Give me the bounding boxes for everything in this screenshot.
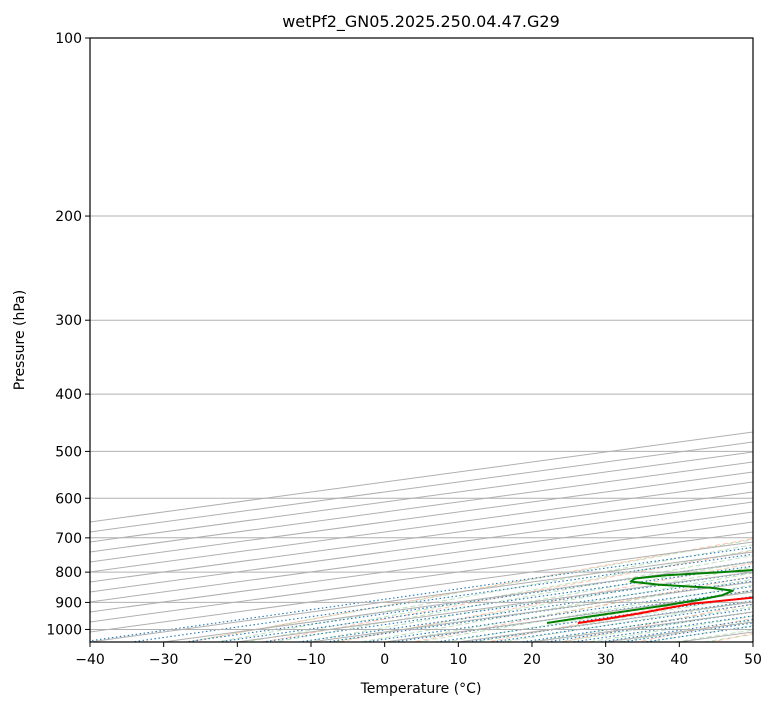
y-tick-label: 100 — [55, 31, 82, 47]
y-tick-label: 800 — [55, 565, 82, 581]
y-axis-label: Pressure (hPa) — [12, 290, 28, 390]
isotherm-gridline — [90, 511, 753, 603]
y-tick-label: 700 — [55, 531, 82, 547]
isotherm-gridline — [90, 491, 753, 583]
moist-adiabat-line — [527, 606, 753, 642]
moist-adiabat-line — [442, 590, 753, 642]
moist-adiabat-line — [385, 578, 753, 642]
moist-adiabat-line — [271, 555, 753, 642]
profile-lines — [546, 568, 753, 624]
x-tick-label: 30 — [597, 652, 615, 668]
x-tick-label: 0 — [380, 652, 389, 668]
dry-adiabat-line — [186, 538, 753, 642]
x-tick-label: 10 — [449, 652, 467, 668]
y-tick-label: 1000 — [46, 622, 82, 638]
moist-adiabat-line — [470, 595, 753, 642]
mixing-ratio-line — [214, 565, 753, 642]
y-tick-label: 600 — [55, 491, 82, 507]
isotherm-gridline — [90, 541, 753, 633]
x-axis-ticks: −40 −30 −20 −10 0 10 20 30 40 50 — [75, 642, 762, 668]
moist-adiabat-line — [242, 549, 753, 642]
x-tick-label: 40 — [670, 652, 688, 668]
x-axis-label: Temperature (°C) — [360, 681, 482, 697]
y-tick-label: 500 — [55, 444, 82, 460]
moist-adiabat-line — [184, 539, 753, 642]
mixing-ratio-line — [432, 595, 753, 642]
y-axis-ticks: 100 200 300 400 500 600 700 800 900 1000 — [46, 31, 90, 638]
isotherm-gridline — [90, 521, 753, 613]
y-tick-label: 300 — [55, 313, 82, 329]
mixing-ratio-line — [181, 561, 753, 642]
skewed-isotherm-gridlines — [90, 431, 753, 642]
isotherm-gridline — [90, 471, 753, 563]
moist-adiabats — [184, 539, 753, 642]
x-tick-label: 50 — [744, 652, 762, 668]
isotherm-gridline — [90, 461, 753, 553]
isotherm-gridline — [90, 501, 753, 593]
x-tick-label: 20 — [523, 652, 541, 668]
dry-adiabats — [186, 538, 753, 642]
x-tick-label: −40 — [75, 652, 105, 668]
isotherm-gridline — [90, 531, 753, 623]
moist-adiabat-line — [498, 601, 753, 642]
mixing-ratio-line — [488, 603, 753, 642]
x-tick-label: −10 — [296, 652, 326, 668]
plot-frame — [89, 37, 754, 643]
y-tick-label: 900 — [55, 595, 82, 611]
moist-adiabat-line — [414, 584, 753, 642]
x-tick-label: −20 — [223, 652, 253, 668]
y-tick-label: 400 — [55, 387, 82, 403]
plot-area: 0.10.20.40.611.52346810131620253036−100−… — [90, 38, 753, 642]
x-tick-label: −30 — [149, 652, 179, 668]
pressure-gridlines — [90, 38, 753, 630]
dewpoint-profile-line — [546, 568, 753, 624]
y-tick-label: 200 — [55, 209, 82, 225]
chart-title: wetPf2_GN05.2025.250.04.47.G29 — [282, 12, 560, 32]
isotherm-gridline — [90, 481, 753, 573]
